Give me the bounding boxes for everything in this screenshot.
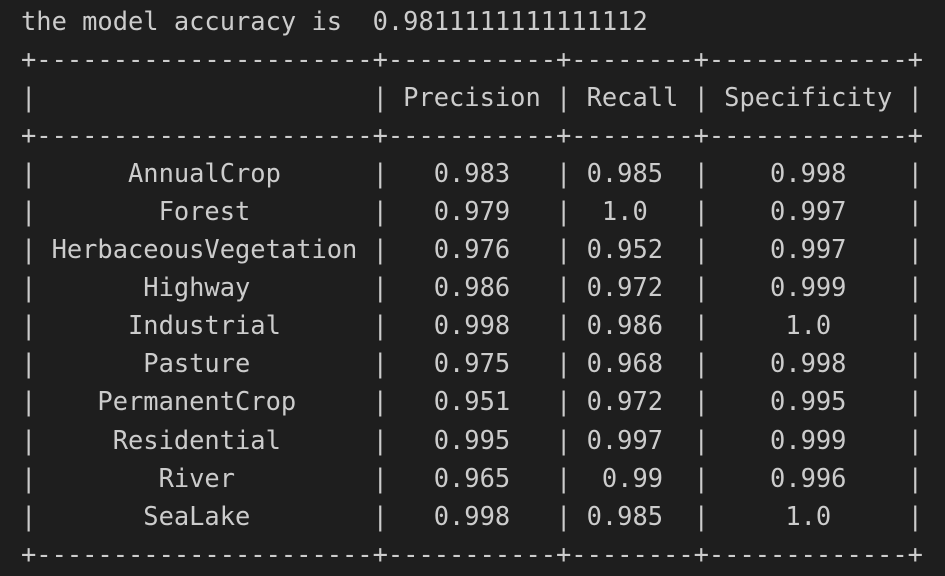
table-row: | Residential | 0.995 | 0.997 | 0.999 | [21, 424, 923, 455]
table-row: | Pasture | 0.975 | 0.968 | 0.998 | [21, 348, 923, 379]
table-row: | Industrial | 0.998 | 0.986 | 1.0 | [21, 310, 923, 341]
table-header-separator: +----------------------+-----------+----… [21, 120, 923, 151]
table-row: | SeaLake | 0.998 | 0.985 | 1.0 | [21, 500, 923, 531]
table-top-border: +----------------------+-----------+----… [21, 44, 923, 75]
table-bottom-border: +----------------------+-----------+----… [21, 538, 923, 569]
table-row: | River | 0.965 | 0.99 | 0.996 | [21, 462, 923, 493]
table-header-row: | | Precision | Recall | Specificity | [21, 82, 923, 113]
table-row: | HerbaceousVegetation | 0.976 | 0.952 |… [21, 234, 923, 265]
table-row: | PermanentCrop | 0.951 | 0.972 | 0.995 … [21, 386, 923, 417]
table-row: | Highway | 0.986 | 0.972 | 0.999 | [21, 272, 923, 303]
accuracy-line: the model accuracy is 0.9811111111111112 [21, 6, 648, 36]
table-row: | AnnualCrop | 0.983 | 0.985 | 0.998 | [21, 158, 923, 189]
table-row: | Forest | 0.979 | 1.0 | 0.997 | [21, 196, 923, 227]
